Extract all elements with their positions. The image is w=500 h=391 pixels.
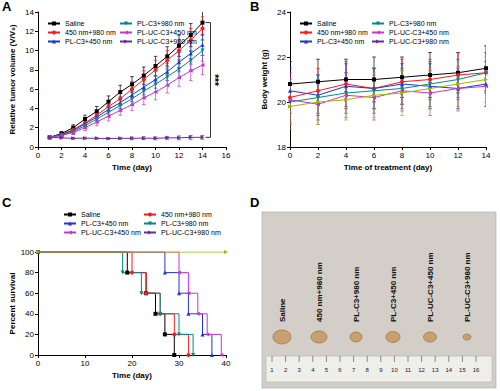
svg-text:0: 0 [288, 151, 293, 160]
svg-text:10: 10 [391, 367, 398, 373]
svg-text:4: 4 [344, 151, 349, 160]
svg-text:Time (day): Time (day) [112, 163, 152, 172]
svg-text:0: 0 [30, 143, 35, 152]
svg-text:6: 6 [372, 151, 377, 160]
svg-text:14: 14 [25, 8, 34, 17]
svg-text:Saline: Saline [278, 298, 287, 322]
svg-text:5: 5 [325, 367, 329, 373]
svg-text:PL-UC-C3+450 nm: PL-UC-C3+450 nm [137, 29, 197, 36]
svg-text:PL-C3+980 nm: PL-C3+980 nm [389, 20, 436, 27]
svg-text:30: 30 [175, 359, 184, 368]
svg-text:B: B [250, 0, 259, 14]
svg-text:15: 15 [459, 367, 466, 373]
svg-text:D: D [250, 195, 259, 210]
svg-text:60: 60 [25, 289, 34, 298]
svg-text:12: 12 [175, 151, 184, 160]
svg-text:13: 13 [432, 367, 439, 373]
svg-text:PL-UC-C3+450 nm: PL-UC-C3+450 nm [81, 229, 141, 236]
svg-text:PL-C3+450 nm: PL-C3+450 nm [317, 38, 364, 45]
svg-text:20: 20 [277, 98, 286, 107]
svg-text:PL-UC-C3+450 nm: PL-UC-C3+450 nm [389, 29, 449, 36]
svg-text:40: 40 [222, 359, 231, 368]
svg-text:80: 80 [25, 268, 34, 277]
svg-text:PL-C3+980 nm: PL-C3+980 nm [137, 20, 184, 27]
svg-text:Percent survival: Percent survival [8, 273, 17, 335]
svg-text:450 nm+980 nm: 450 nm+980 nm [317, 29, 368, 36]
svg-text:12: 12 [25, 27, 34, 36]
svg-text:Relative tumor volume (V/V₀): Relative tumor volume (V/V₀) [8, 24, 17, 134]
svg-text:18: 18 [277, 143, 286, 152]
svg-text:PL-UC-C3+980 nm: PL-UC-C3+980 nm [161, 229, 221, 236]
svg-text:1: 1 [270, 367, 274, 373]
svg-text:4: 4 [311, 367, 315, 373]
svg-text:10: 10 [426, 151, 435, 160]
svg-text:PL-UC-C3+980 nm: PL-UC-C3+980 nm [463, 252, 472, 322]
svg-text:2: 2 [284, 367, 288, 373]
svg-text:14: 14 [198, 151, 207, 160]
svg-text:PL-C3+450 nm: PL-C3+450 nm [65, 38, 112, 45]
svg-text:10: 10 [151, 151, 160, 160]
svg-text:2: 2 [30, 123, 35, 132]
svg-text:450 nm+980 nm: 450 nm+980 nm [65, 29, 116, 36]
svg-text:PL-UC-C3+980 nm: PL-UC-C3+980 nm [389, 38, 449, 45]
svg-text:8: 8 [130, 151, 135, 160]
svg-text:6: 6 [30, 85, 35, 94]
svg-text:3: 3 [298, 367, 302, 373]
svg-text:2: 2 [59, 151, 64, 160]
svg-text:12: 12 [454, 151, 463, 160]
svg-text:8: 8 [400, 151, 405, 160]
svg-text:2: 2 [316, 151, 321, 160]
svg-text:0: 0 [36, 151, 41, 160]
svg-text:0: 0 [36, 359, 41, 368]
svg-text:10: 10 [81, 359, 90, 368]
svg-text:11: 11 [405, 367, 412, 373]
svg-text:20: 20 [128, 359, 137, 368]
svg-text:6: 6 [106, 151, 111, 160]
svg-text:450 nm+980 nm: 450 nm+980 nm [315, 262, 324, 322]
svg-text:PL-C3+980 nm: PL-C3+980 nm [352, 267, 361, 322]
svg-text:C: C [2, 195, 12, 210]
svg-text:***: *** [209, 74, 220, 86]
svg-text:6: 6 [338, 367, 342, 373]
svg-text:A: A [2, 0, 12, 14]
svg-text:10: 10 [25, 46, 34, 55]
svg-text:16: 16 [473, 367, 480, 373]
svg-text:20: 20 [25, 330, 34, 339]
svg-text:24: 24 [277, 8, 286, 17]
svg-text:4: 4 [30, 104, 35, 113]
svg-text:Body weight (g): Body weight (g) [260, 49, 269, 109]
svg-text:PL-UC-C3+980 nm: PL-UC-C3+980 nm [137, 38, 197, 45]
svg-text:12: 12 [418, 367, 425, 373]
svg-text:Time of treatment (day): Time of treatment (day) [344, 163, 433, 172]
svg-text:7: 7 [352, 367, 356, 373]
svg-text:40: 40 [25, 309, 34, 318]
svg-text:14: 14 [482, 151, 491, 160]
svg-text:4: 4 [83, 151, 88, 160]
svg-text:PL-C3+450 nm: PL-C3+450 nm [81, 220, 128, 227]
svg-text:0: 0 [30, 351, 35, 360]
svg-text:16: 16 [222, 151, 231, 160]
svg-text:9: 9 [379, 367, 383, 373]
svg-text:22: 22 [277, 53, 286, 62]
svg-text:PL-C3+450 nm: PL-C3+450 nm [389, 267, 398, 322]
svg-text:Saline: Saline [317, 20, 337, 27]
svg-text:Saline: Saline [81, 211, 101, 218]
svg-text:14: 14 [445, 367, 452, 373]
svg-text:450 nm+980 nm: 450 nm+980 nm [161, 211, 212, 218]
svg-text:PL-C3+980 nm: PL-C3+980 nm [161, 220, 208, 227]
svg-text:8: 8 [366, 367, 370, 373]
svg-text:100: 100 [21, 248, 35, 257]
svg-text:8: 8 [30, 65, 35, 74]
svg-text:PL-UC-C3+450 nm: PL-UC-C3+450 nm [426, 252, 435, 322]
svg-text:Time (day): Time (day) [112, 371, 152, 380]
svg-text:Saline: Saline [65, 20, 85, 27]
